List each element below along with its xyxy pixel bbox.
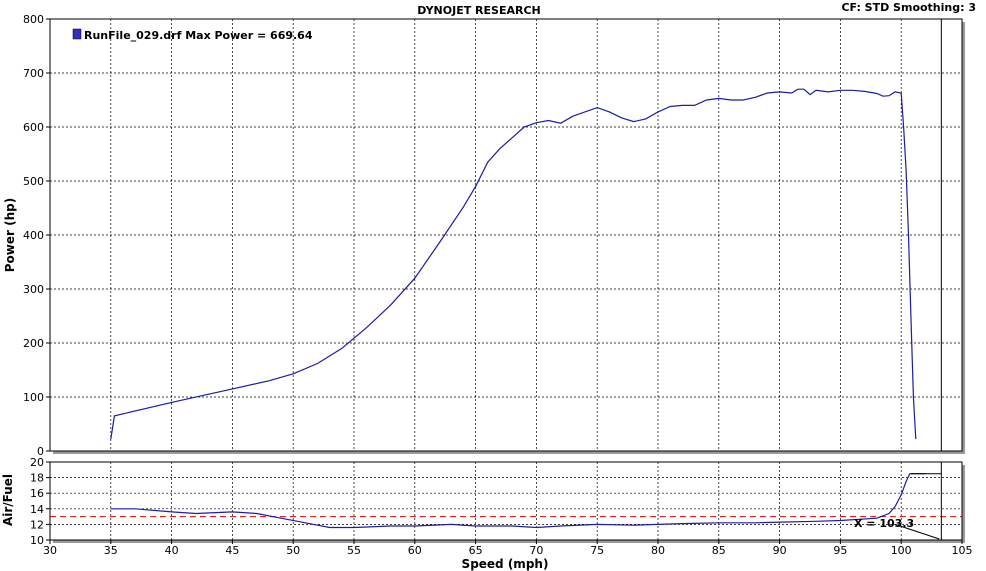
power-tick-label: 700: [23, 67, 44, 80]
x-tick-label: 80: [651, 544, 665, 557]
x-tick-label: 105: [952, 544, 973, 557]
x-tick-label: 100: [891, 544, 912, 557]
power-tick-label: 200: [23, 337, 44, 350]
power-tick-label: 100: [23, 391, 44, 404]
afr-tick-label: 18: [30, 472, 44, 485]
x-tick-label: 70: [529, 544, 543, 557]
power-tick-label: 0: [37, 445, 44, 458]
legend-entry: RunFile_029.drf Max Power = 669.64: [84, 29, 313, 42]
power-tick-label: 800: [23, 13, 44, 26]
power-axis-label: Power (hp): [3, 198, 17, 272]
x-tick-label: 90: [773, 544, 787, 557]
afr-plot-area: 10 12 14 16 18 20: [30, 456, 965, 547]
power-plot-area: 0 100 200 300 400 500 600 700 800: [23, 13, 965, 458]
chart-title: DYNOJET RESEARCH: [417, 4, 540, 17]
afr-tick-label: 10: [30, 534, 44, 547]
x-tick-label: 45: [225, 544, 239, 557]
x-tick-label: 55: [347, 544, 361, 557]
afr-series-line: [110, 473, 926, 529]
cursor-readout: X = 103.3: [854, 517, 914, 530]
x-tick-label: 75: [590, 544, 604, 557]
x-tick-label: 50: [286, 544, 300, 557]
afr-axis-label: Air/Fuel: [1, 474, 15, 526]
afr-frame: [49, 461, 963, 541]
power-tick-label: 300: [23, 283, 44, 296]
power-tick-label: 400: [23, 229, 44, 242]
power-series-line: [110, 88, 917, 440]
afr-tick-label: 16: [30, 487, 44, 500]
speed-axis: 30 35 40 45 50 55 60 65 70 75 80 85 90 95 100 105: [43, 540, 973, 557]
x-tick-label: 65: [469, 544, 483, 557]
legend-swatch: [72, 28, 82, 40]
power-tick-label: 600: [23, 121, 44, 134]
x-tick-label: 35: [104, 544, 118, 557]
x-tick-label: 85: [712, 544, 726, 557]
afr-tick-label: 12: [30, 518, 44, 531]
x-tick-label: 30: [43, 544, 57, 557]
speed-axis-label: Speed (mph): [462, 557, 549, 571]
power-tick-label: 500: [23, 175, 44, 188]
afr-tick-label: 20: [30, 456, 44, 469]
x-tick-label: 40: [165, 544, 179, 557]
x-tick-label: 60: [408, 544, 422, 557]
afr-tick-label: 14: [30, 503, 44, 516]
cursor-leader: [894, 523, 940, 540]
settings-readout: CF: STD Smoothing: 3: [841, 1, 976, 14]
x-tick-label: 95: [833, 544, 847, 557]
